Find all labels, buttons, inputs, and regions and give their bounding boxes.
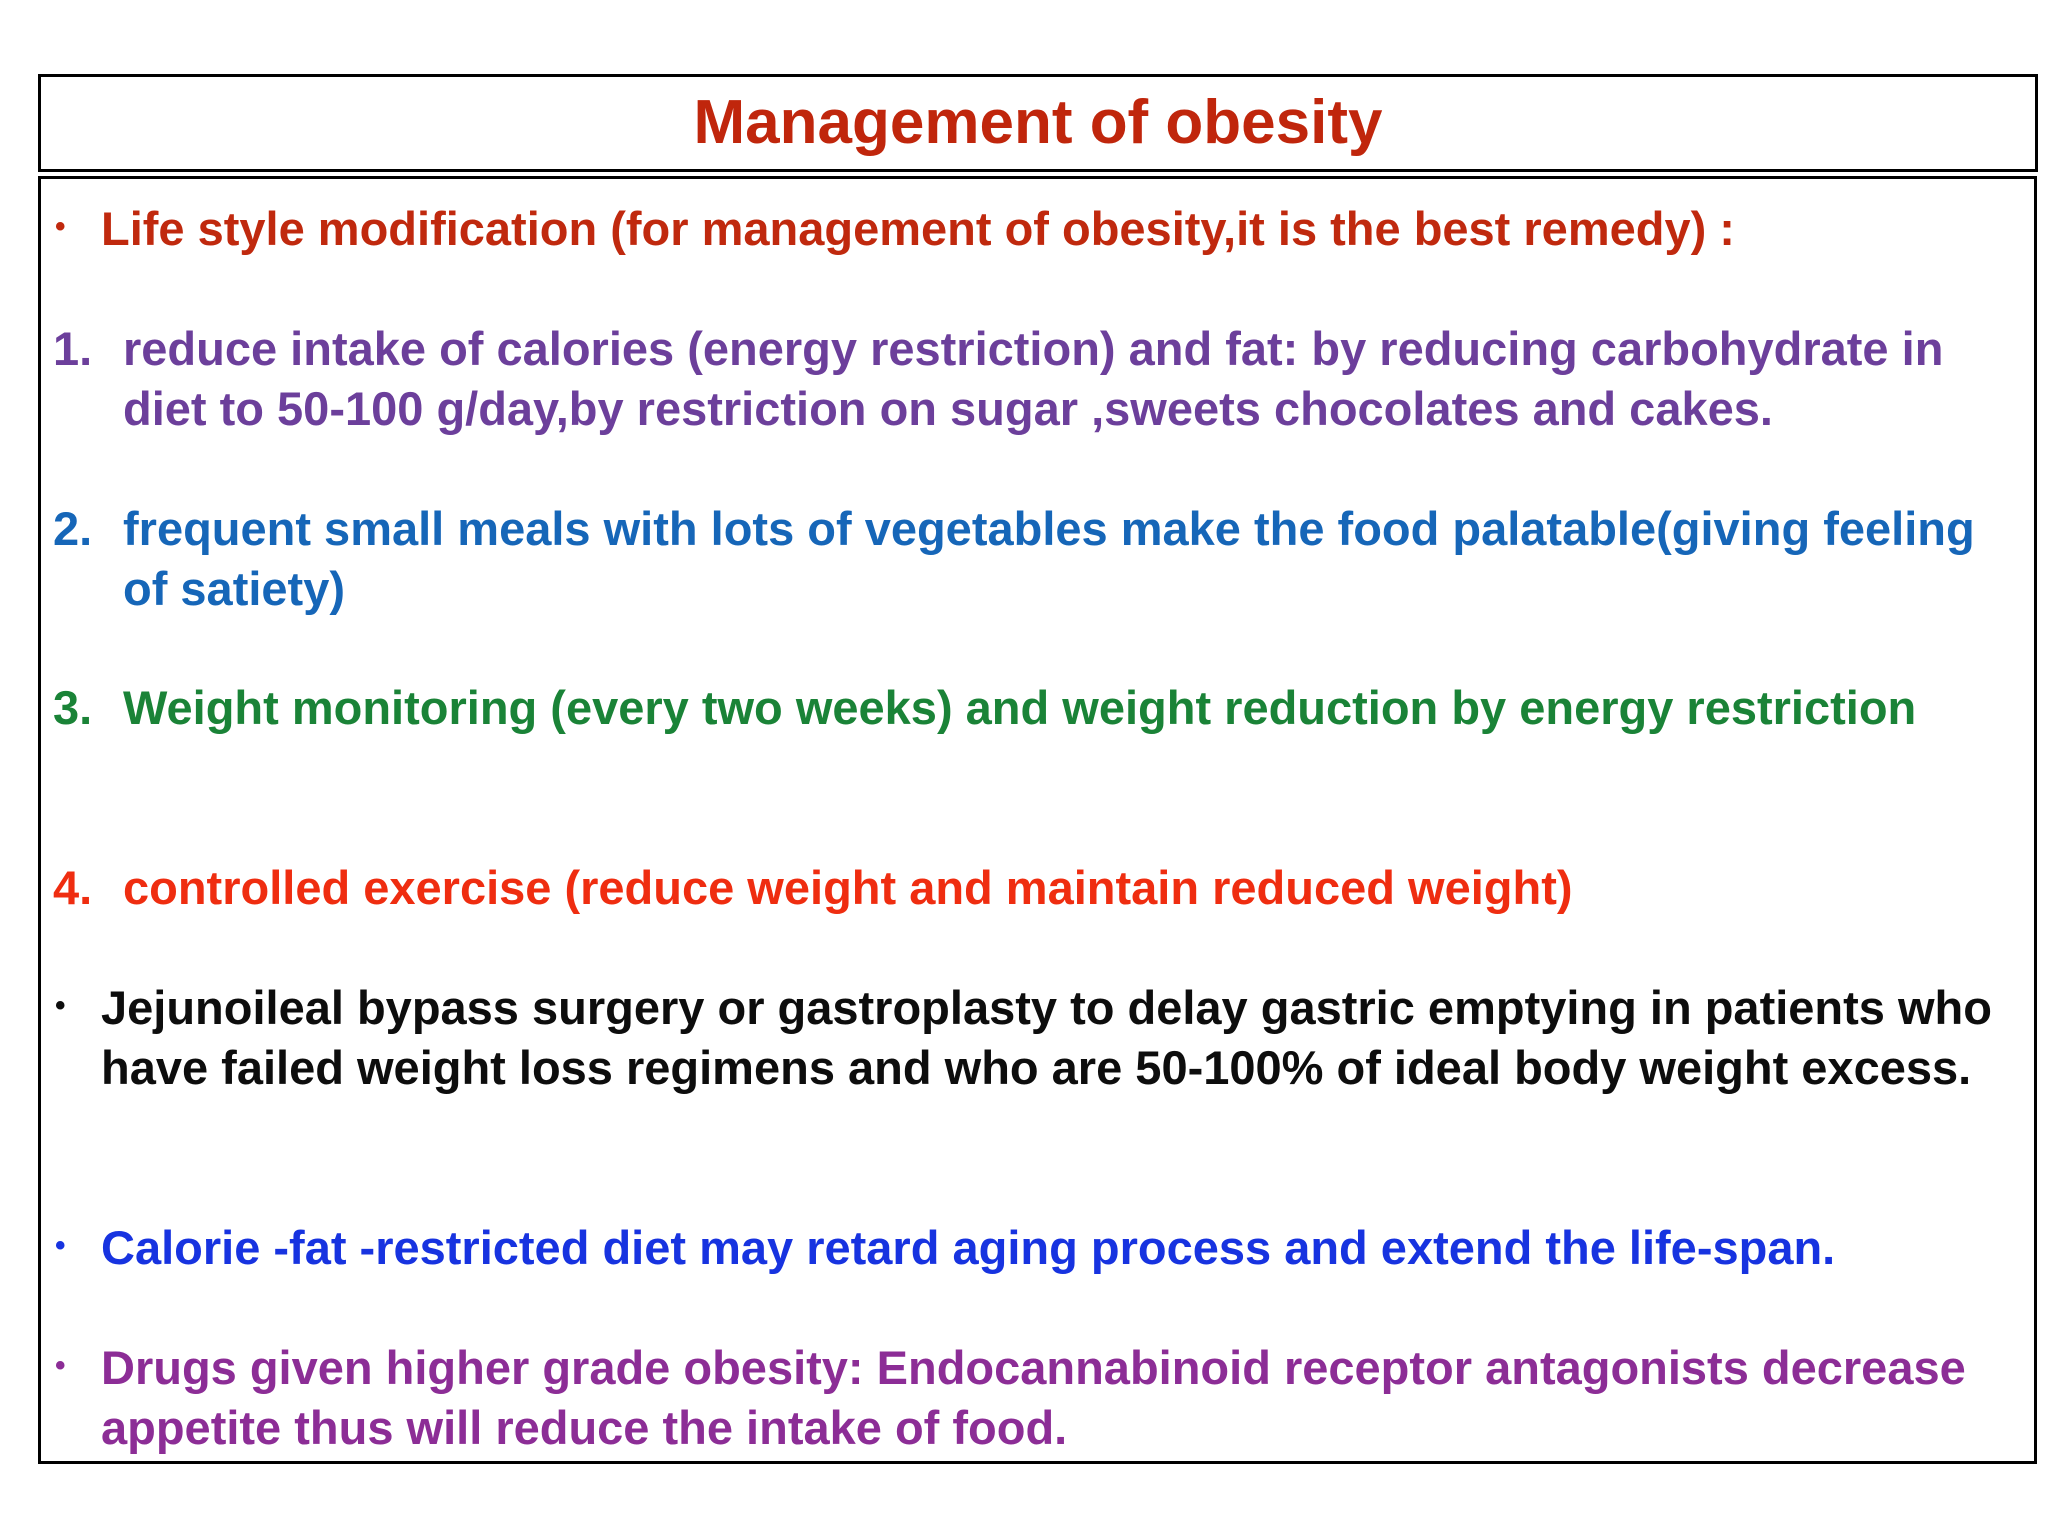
bullet-marker: •	[55, 989, 66, 1022]
bullet-marker: •	[55, 1349, 66, 1382]
list-item-calorie-diet: • Calorie -fat -restricted diet may reta…	[55, 1218, 2026, 1278]
list-item-text: Drugs given higher grade obesity: Endoca…	[101, 1341, 1966, 1454]
number-marker: 1.	[53, 322, 93, 375]
number-marker: 3.	[53, 681, 93, 734]
list-item-small-meals: 2. frequent small meals with lots of veg…	[53, 499, 2026, 619]
content-box: • Life style modification (for managemen…	[38, 176, 2037, 1464]
list-item-text: controlled exercise (reduce weight and m…	[123, 861, 1573, 914]
bullet-marker: •	[55, 1229, 66, 1262]
list-item-text: Life style modification (for management …	[101, 202, 1735, 255]
list-item-lifestyle: • Life style modification (for managemen…	[55, 199, 2026, 259]
list-item-surgery: • Jejunoileal bypass surgery or gastropl…	[55, 978, 2026, 1098]
number-marker: 4.	[53, 861, 93, 914]
bullet-marker: •	[55, 210, 66, 243]
title-box: Management of obesity	[38, 74, 2038, 172]
list-item-drugs: • Drugs given higher grade obesity: Endo…	[55, 1338, 2026, 1458]
list-item-weight-monitoring: 3. Weight monitoring (every two weeks) a…	[53, 678, 2026, 738]
list-item-exercise: 4. controlled exercise (reduce weight an…	[53, 858, 2026, 918]
list-item-text: reduce intake of calories (energy restri…	[123, 322, 1944, 435]
list-item-text: Weight monitoring (every two weeks) and …	[123, 681, 1917, 734]
list-item-text: frequent small meals with lots of vegeta…	[123, 502, 1975, 615]
slide-title: Management of obesity	[693, 88, 1383, 157]
list-item-text: Calorie -fat -restricted diet may retard…	[101, 1221, 1836, 1274]
list-item-text: Jejunoileal bypass surgery or gastroplas…	[101, 981, 1992, 1094]
number-marker: 2.	[53, 502, 93, 555]
list-item-reduce-intake: 1. reduce intake of calories (energy res…	[53, 319, 2026, 439]
